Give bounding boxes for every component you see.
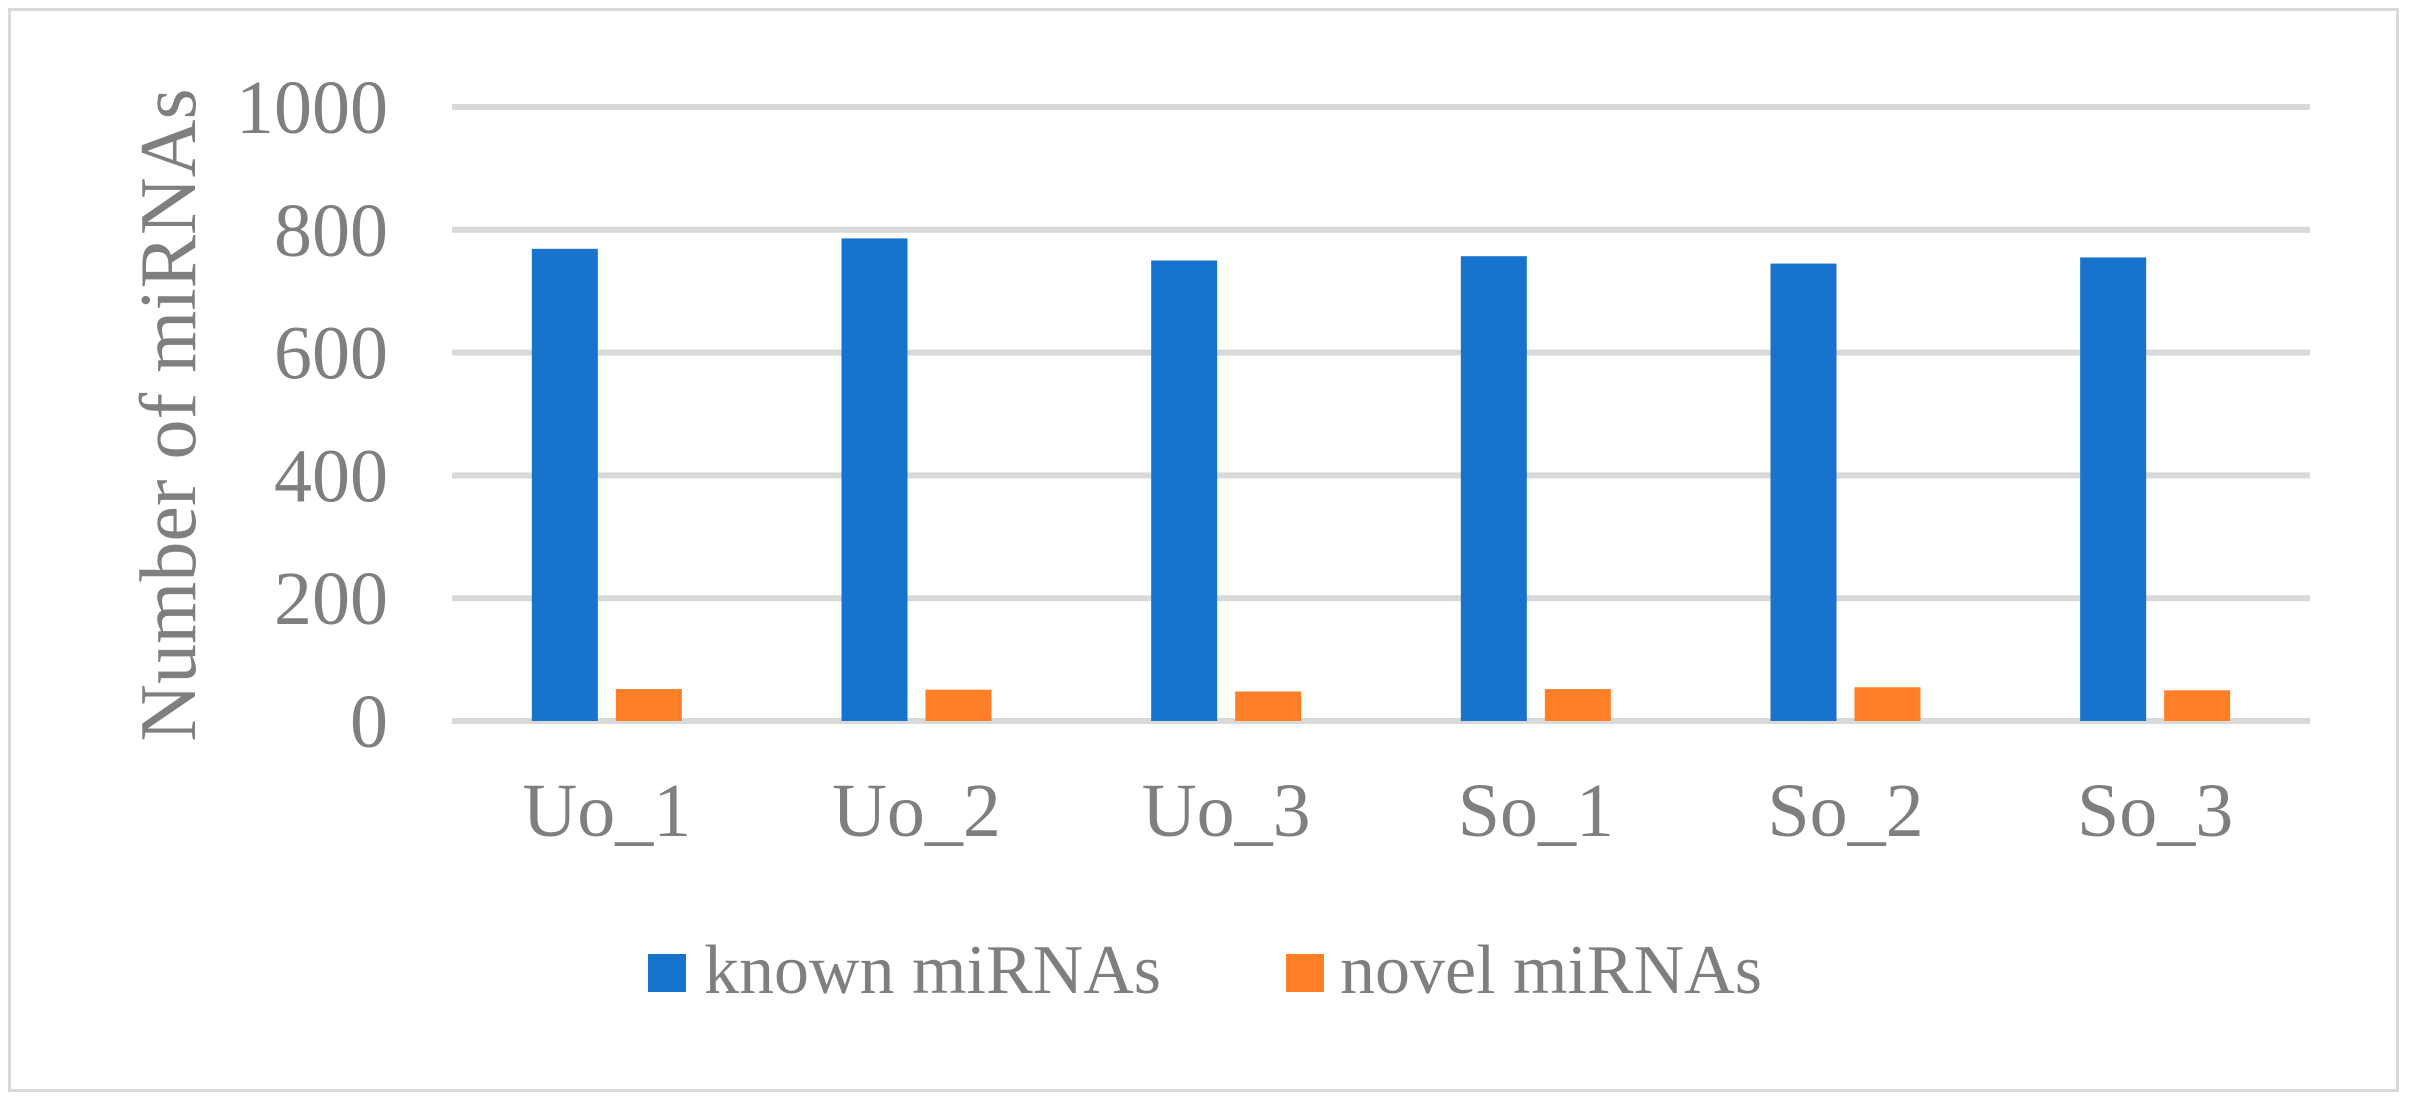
y-tick-label: 200 bbox=[274, 557, 388, 641]
legend: known miRNAs novel miRNAs bbox=[648, 932, 1762, 1009]
bar-novel-Uo_3 bbox=[1235, 691, 1302, 721]
bar-known-So_2 bbox=[1770, 263, 1837, 721]
bar-novel-Uo_1 bbox=[615, 689, 682, 721]
y-tick-label: 800 bbox=[274, 189, 388, 273]
x-category-label: So_1 bbox=[1458, 769, 1614, 853]
bar-novel-So_3 bbox=[2164, 690, 2231, 721]
bars bbox=[531, 238, 2231, 722]
x-category-label: Uo_2 bbox=[832, 769, 1001, 853]
y-axis-title: Number of miRNAs bbox=[125, 88, 213, 741]
y-tick-label: 400 bbox=[274, 434, 388, 518]
x-category-label: Uo_1 bbox=[522, 769, 691, 853]
x-category-labels: Uo_1 Uo_2 Uo_3 So_1 So_2 So_3 bbox=[522, 769, 2233, 853]
bar-known-Uo_1 bbox=[531, 248, 598, 722]
y-tick-label: 0 bbox=[350, 680, 388, 764]
x-category-label: So_3 bbox=[2077, 769, 2233, 853]
bar-novel-So_1 bbox=[1544, 689, 1611, 721]
legend-label: known miRNAs bbox=[704, 932, 1161, 1009]
bar-known-So_1 bbox=[1460, 256, 1527, 721]
bar-novel-So_2 bbox=[1854, 687, 1921, 721]
y-tick-label: 1000 bbox=[236, 66, 388, 150]
x-category-label: So_2 bbox=[1767, 769, 1923, 853]
legend-swatch bbox=[1286, 954, 1324, 992]
bar-known-Uo_3 bbox=[1151, 260, 1218, 721]
bar-novel-Uo_2 bbox=[925, 689, 992, 721]
y-tick-label: 600 bbox=[274, 312, 388, 396]
x-category-label: Uo_3 bbox=[1142, 769, 1311, 853]
bar-known-Uo_2 bbox=[841, 238, 908, 721]
legend-swatch bbox=[648, 954, 686, 992]
legend-label: novel miRNAs bbox=[1340, 932, 1762, 1009]
gridlines bbox=[452, 104, 2310, 724]
bar-known-So_3 bbox=[2080, 257, 2147, 721]
y-tick-labels: 0 200 400 600 800 1000 bbox=[236, 66, 388, 764]
